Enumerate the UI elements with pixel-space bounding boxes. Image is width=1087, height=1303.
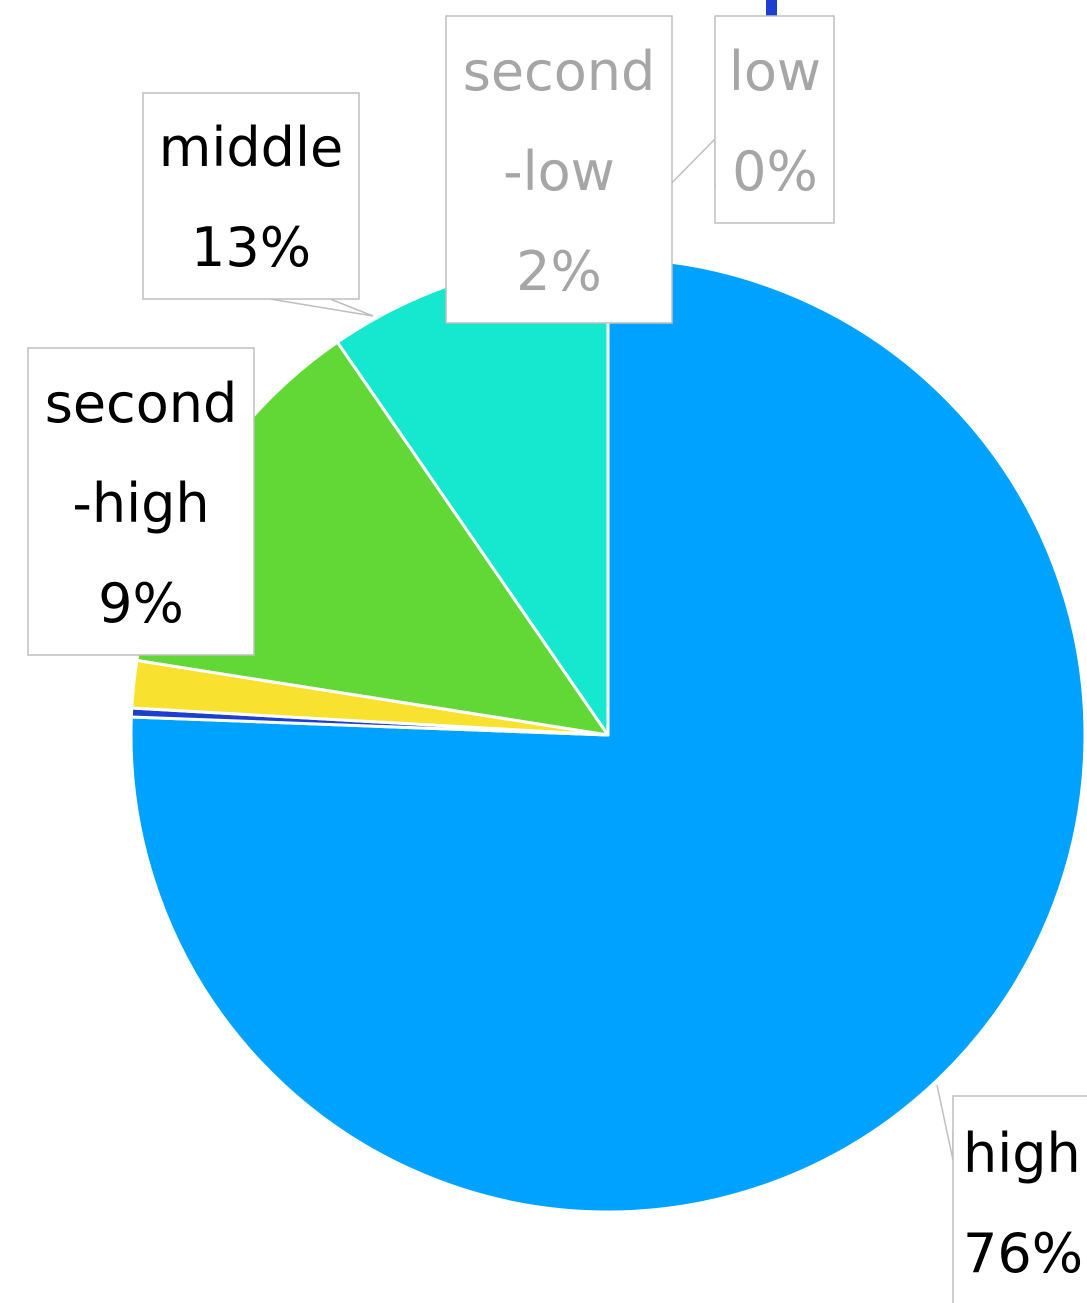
label-middle: middle 13%: [142, 92, 360, 300]
label-second-high-line-3: 9%: [98, 572, 184, 635]
label-second-low-line-3: 2%: [516, 240, 602, 303]
label-low: low 0%: [714, 15, 835, 224]
label-high-line-2: 76%: [963, 1222, 1083, 1285]
label-high-line-1: high: [963, 1122, 1081, 1185]
low-series-marker: [766, 0, 777, 16]
leader-middle: [269, 298, 374, 317]
pie-slice-high: [129, 256, 1087, 1214]
label-low-line-1: low: [729, 40, 821, 103]
pie-slices: [129, 256, 1087, 1214]
label-second-low-line-1: second: [463, 40, 656, 103]
label-second-low: second -low 2%: [445, 15, 673, 324]
label-second-high-line-1: second: [45, 372, 238, 435]
label-second-high: second -high 9%: [27, 347, 255, 656]
label-middle-line-2: 13%: [191, 216, 311, 279]
label-high: high 76%: [952, 1095, 1087, 1303]
leader-high: [936, 1084, 954, 1161]
label-second-high-line-2: -high: [72, 472, 209, 535]
label-low-line-2: 0%: [732, 140, 818, 203]
label-middle-line-1: middle: [159, 116, 343, 179]
label-second-low-line-2: -low: [503, 140, 615, 203]
